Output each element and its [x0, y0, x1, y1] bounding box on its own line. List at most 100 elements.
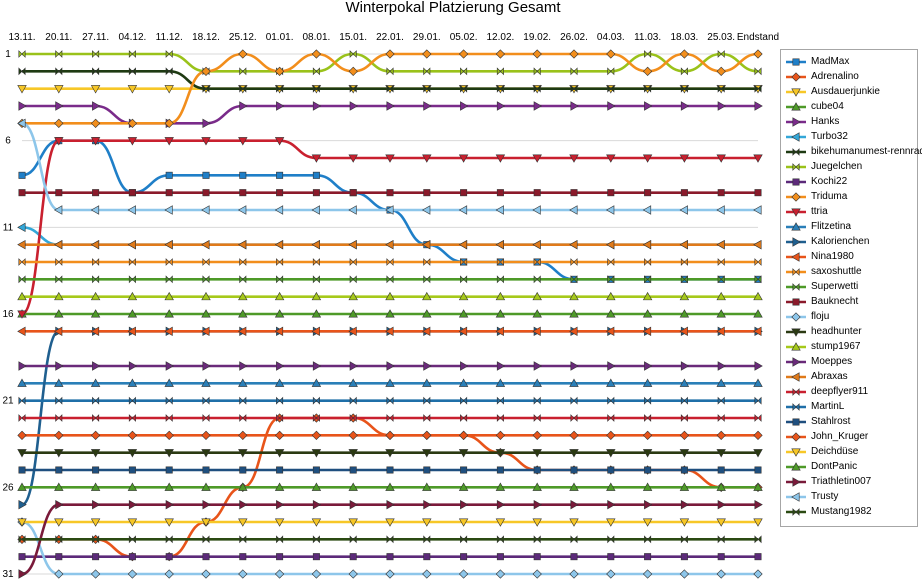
data-point: [458, 326, 468, 337]
data-point: [423, 84, 431, 93]
legend-item: stump1967: [785, 339, 917, 354]
data-point: [311, 482, 322, 491]
legend-item: Triduma: [785, 189, 917, 204]
data-point: [496, 67, 504, 76]
data-point: [423, 101, 432, 111]
data-point: [90, 326, 100, 337]
legend-label: Triathletin007: [811, 476, 872, 487]
data-point: [644, 466, 652, 474]
data-point: [753, 482, 763, 491]
data-point: [312, 84, 320, 93]
data-point: [55, 275, 63, 284]
x-tick-label: 12.02.: [486, 32, 514, 43]
data-point: [679, 205, 688, 215]
data-point: [92, 189, 100, 197]
data-point: [606, 449, 616, 458]
data-point: [423, 361, 432, 371]
data-point: [311, 154, 322, 163]
data-point: [642, 205, 652, 215]
series-flitzetina: [17, 378, 763, 387]
data-point: [55, 101, 64, 111]
legend-item: Trusty: [785, 489, 917, 504]
legend-swatch: [786, 311, 806, 322]
data-point: [127, 326, 136, 337]
data-point: [532, 482, 542, 491]
data-point: [496, 553, 504, 561]
data-point: [495, 378, 506, 387]
data-point: [607, 101, 616, 111]
legend-item: Stahlrost: [785, 414, 917, 429]
data-point: [18, 553, 26, 561]
data-point: [239, 361, 248, 371]
data-point: [311, 378, 322, 387]
data-point: [55, 50, 63, 58]
data-point: [679, 430, 690, 440]
data-point: [238, 309, 248, 318]
data-point: [532, 430, 542, 440]
data-point: [202, 535, 210, 544]
data-point: [165, 361, 175, 371]
x-tick-label: 11.03.: [634, 32, 661, 43]
data-point: [53, 326, 63, 337]
data-point: [201, 309, 211, 318]
data-point: [606, 154, 616, 163]
data-point: [165, 50, 173, 58]
data-point: [90, 430, 101, 440]
data-point: [237, 205, 247, 215]
data-point: [276, 84, 284, 93]
data-point: [680, 361, 690, 371]
data-point: [18, 361, 27, 371]
data-point: [90, 118, 101, 128]
data-point: [570, 67, 578, 76]
legend-label: Deichdüse: [811, 446, 859, 457]
data-point: [644, 499, 653, 510]
data-point: [753, 449, 763, 458]
legend-swatch: [786, 267, 806, 276]
data-point: [569, 154, 579, 163]
data-point: [202, 171, 210, 179]
data-point: [754, 67, 762, 76]
legend-label: headhunter: [811, 326, 862, 337]
data-point: [90, 518, 101, 527]
data-point: [274, 449, 285, 458]
series-stahlrost: [18, 466, 762, 474]
data-point: [532, 326, 541, 337]
data-point: [274, 378, 285, 387]
data-point: [349, 189, 357, 197]
series-ttria: [17, 137, 763, 319]
data-point: [607, 275, 615, 284]
legend-label: Superwetti: [811, 281, 859, 292]
data-point: [127, 85, 138, 94]
data-point: [717, 258, 725, 266]
data-point: [274, 430, 285, 440]
data-point: [311, 326, 320, 337]
series-cube04: [17, 309, 763, 318]
legend-item: Moeppes: [785, 354, 917, 369]
data-point: [496, 499, 506, 510]
legend: MadMax Adrenalino Ausdauerjunkie cube04 Hank…: [780, 49, 922, 527]
legend-item: Adrenalino: [785, 69, 917, 84]
data-point: [92, 553, 100, 561]
data-point: [128, 396, 136, 405]
series-superwetti: [18, 275, 762, 284]
data-point: [496, 361, 506, 371]
data-point: [570, 396, 578, 405]
data-point: [533, 535, 541, 544]
data-point: [54, 430, 64, 440]
data-point: [385, 449, 395, 458]
data-point: [569, 518, 579, 527]
x-tick-label: 18.03.: [670, 32, 698, 43]
data-point: [679, 482, 690, 491]
data-point: [349, 466, 357, 474]
data-point: [385, 291, 395, 301]
data-point: [606, 518, 616, 527]
data-point: [570, 361, 579, 371]
data-point: [680, 414, 688, 422]
data-point: [312, 553, 320, 561]
data-point: [753, 569, 763, 579]
data-point: [680, 84, 688, 93]
series-headhunter: [17, 449, 763, 458]
data-point: [533, 189, 541, 197]
